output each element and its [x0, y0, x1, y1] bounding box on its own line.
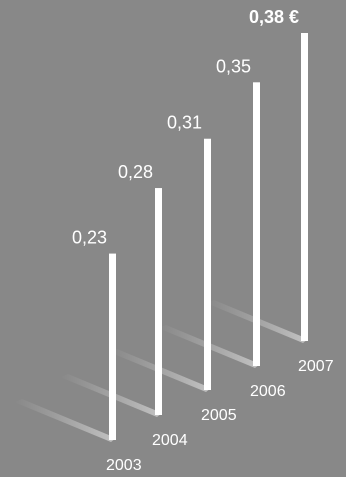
bar-2003: [109, 253, 116, 440]
year-label-2005: 2005: [201, 407, 237, 424]
bar-2007: [301, 33, 308, 341]
bar-2004: [155, 188, 162, 415]
year-label-2003: 2003: [106, 457, 142, 474]
bar-2006: [253, 82, 260, 366]
year-label-2004: 2004: [152, 432, 188, 449]
bar-shadow-2003: [14, 399, 116, 442]
bar-2005: [204, 138, 211, 390]
labels-group: 0,23 2003 0,28 2004 0,31 2005 0,35 2006 0,38 € 20…: [72, 7, 334, 474]
value-label-2004: 0,28: [118, 162, 153, 182]
bars-group: [109, 33, 308, 440]
value-label-2005: 0,31: [167, 113, 202, 133]
value-label-2006: 0,35: [216, 56, 251, 76]
year-label-2006: 2006: [250, 383, 286, 400]
value-label-2003: 0,23: [72, 228, 107, 248]
value-label-2007: 0,38 €: [249, 7, 299, 27]
year-label-2007: 2007: [298, 358, 334, 375]
